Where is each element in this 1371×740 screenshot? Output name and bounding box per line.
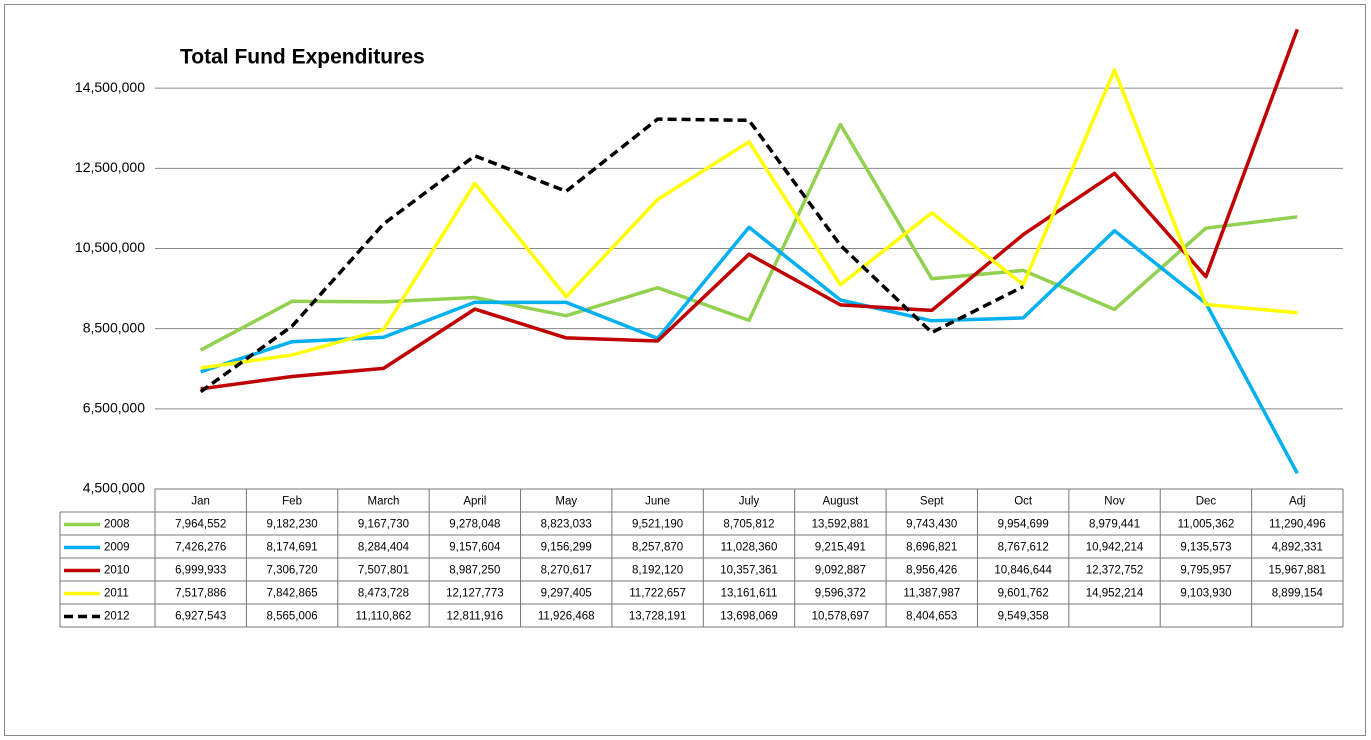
table-value: 9,954,699 xyxy=(998,519,1049,531)
table-value: 11,005,362 xyxy=(1178,519,1235,531)
table-value: 8,823,033 xyxy=(541,519,592,531)
legend-label: 2012 xyxy=(104,611,130,623)
x-tick-label: Nov xyxy=(1104,496,1125,508)
chart-border xyxy=(4,4,1366,736)
x-tick-label: Adj xyxy=(1289,496,1306,508)
table-value: 4,892,331 xyxy=(1272,542,1323,554)
x-tick-label: Jan xyxy=(191,496,210,508)
x-tick-label: May xyxy=(555,496,577,508)
x-tick-label: August xyxy=(822,496,859,508)
table-value: 13,592,881 xyxy=(812,519,870,531)
table-value: 8,270,617 xyxy=(541,565,592,577)
legend-label: 2008 xyxy=(104,519,130,531)
table-value: 9,278,048 xyxy=(449,519,500,531)
table-value: 11,926,468 xyxy=(538,611,595,623)
table-value: 9,167,730 xyxy=(358,519,409,531)
table-value: 8,767,612 xyxy=(998,542,1049,554)
series-line xyxy=(200,68,1298,370)
x-tick-label: Dec xyxy=(1196,496,1217,508)
table-value: 9,795,957 xyxy=(1180,565,1231,577)
table-value: 9,157,604 xyxy=(449,542,501,554)
table-value: 8,192,120 xyxy=(632,565,683,577)
series-line xyxy=(199,117,1024,394)
table-value: 10,578,697 xyxy=(812,611,870,623)
series-line xyxy=(199,122,1298,352)
table-value: 10,942,214 xyxy=(1086,542,1144,554)
table-value: 9,182,230 xyxy=(266,519,317,531)
table-value: 9,601,762 xyxy=(998,588,1049,600)
y-tick-label: 8,500,000 xyxy=(83,319,145,335)
table-value: 9,092,887 xyxy=(815,565,866,577)
table-value: 8,174,691 xyxy=(266,542,317,554)
table-value: 8,979,441 xyxy=(1089,519,1140,531)
table-value: 9,596,372 xyxy=(815,588,866,600)
legend-label: 2011 xyxy=(104,588,129,600)
table-value: 8,404,653 xyxy=(906,611,957,623)
table-value: 10,357,361 xyxy=(720,565,778,577)
y-tick-label: 4,500,000 xyxy=(83,480,145,496)
table-value: 8,257,870 xyxy=(632,542,683,554)
table-value: 8,705,812 xyxy=(723,519,774,531)
y-tick-label: 12,500,000 xyxy=(75,159,145,175)
legend-label: 2010 xyxy=(104,565,130,577)
x-tick-label: Oct xyxy=(1014,496,1033,508)
table-value: 9,297,405 xyxy=(541,588,592,600)
table-value: 11,387,987 xyxy=(903,588,960,600)
table-value: 9,156,299 xyxy=(541,542,592,554)
table-value: 8,473,728 xyxy=(358,588,409,600)
table-value: 9,215,491 xyxy=(815,542,866,554)
table-value: 9,135,573 xyxy=(1180,542,1231,554)
table-value: 8,565,006 xyxy=(266,611,317,623)
table-value: 11,290,496 xyxy=(1269,519,1326,531)
table-value: 9,103,930 xyxy=(1180,588,1231,600)
table-value: 7,842,865 xyxy=(266,588,317,600)
x-tick-label: June xyxy=(645,496,670,508)
table-value: 12,127,773 xyxy=(446,588,504,600)
table-value: 6,999,933 xyxy=(175,565,226,577)
table-value: 13,728,191 xyxy=(629,611,687,623)
table-value: 8,284,404 xyxy=(358,542,410,554)
chart-title: Total Fund Expenditures xyxy=(180,46,425,69)
table-value: 9,549,358 xyxy=(998,611,1049,623)
table-value: 13,698,069 xyxy=(720,611,778,623)
table-value: 12,811,916 xyxy=(446,611,503,623)
table-value: 10,846,644 xyxy=(994,565,1052,577)
x-tick-label: July xyxy=(739,496,760,508)
table-value: 7,964,552 xyxy=(175,519,226,531)
x-tick-label: Feb xyxy=(282,496,302,508)
table-value: 8,696,821 xyxy=(906,542,957,554)
table-value: 11,722,657 xyxy=(629,588,686,600)
table-value: 7,426,276 xyxy=(175,542,226,554)
table-value: 7,507,801 xyxy=(358,565,409,577)
table-value: 8,987,250 xyxy=(449,565,500,577)
x-tick-label: March xyxy=(367,496,399,508)
y-tick-label: 6,500,000 xyxy=(83,400,145,416)
y-tick-label: 10,500,000 xyxy=(75,239,145,255)
table-value: 7,306,720 xyxy=(266,565,317,577)
table-value: 8,899,154 xyxy=(1272,588,1324,600)
table-value: 6,927,543 xyxy=(175,611,226,623)
table-value: 13,161,611 xyxy=(721,588,778,600)
table-value: 8,956,426 xyxy=(906,565,957,577)
legend-label: 2009 xyxy=(104,542,130,554)
y-tick-label: 14,500,000 xyxy=(75,79,145,95)
table-value: 11,110,862 xyxy=(356,611,412,623)
table-value: 9,743,430 xyxy=(906,519,957,531)
table-value: 9,521,190 xyxy=(632,519,683,531)
table-value: 11,028,360 xyxy=(721,542,778,554)
series-line xyxy=(200,28,1299,391)
table-value: 14,952,214 xyxy=(1086,588,1144,600)
series-line xyxy=(200,225,1299,475)
x-tick-label: April xyxy=(463,496,486,508)
x-tick-label: Sept xyxy=(920,496,944,508)
table-value: 7,517,886 xyxy=(175,588,226,600)
table-value: 12,372,752 xyxy=(1086,565,1144,577)
table-value: 15,967,881 xyxy=(1269,565,1327,577)
